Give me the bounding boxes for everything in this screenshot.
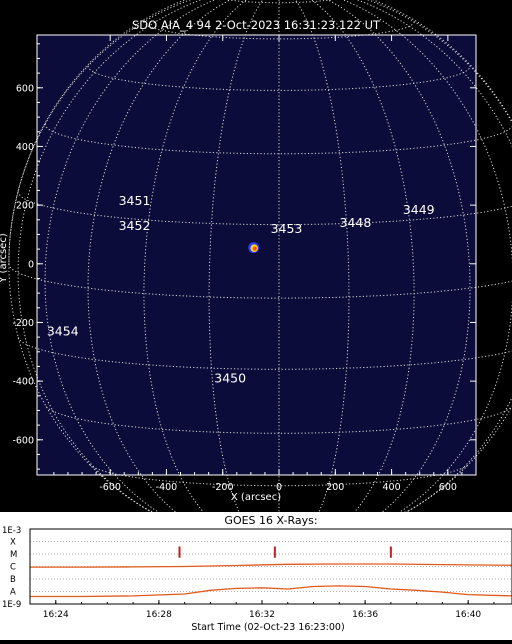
grid-latitude-line [143, 21, 415, 40]
solar-limb [8, 0, 512, 546]
grid-longitude-line [17, 0, 202, 520]
aia-title: SDO AIA_4 94 2-Oct-2023 16:31:23.122 UT [132, 18, 381, 32]
grid-longitude-line [312, 0, 471, 544]
grid-longitude-line [8, 0, 192, 264]
goes-x-tick-label: 16:36 [352, 610, 378, 620]
aia-x-tick-label: 600 [439, 482, 457, 493]
grid-longitude-line [143, 0, 256, 545]
flare-peak [252, 246, 257, 251]
aia-plot-frame [36, 34, 477, 476]
goes-plot-frame [29, 528, 512, 605]
goes-class-label: B [10, 575, 16, 585]
grid-latitude-line [45, 406, 512, 434]
aia-x-axis-label: X (arcsec) [231, 492, 281, 503]
grid-latitude-line [17, 337, 512, 370]
grid-longitude-line [356, 0, 512, 520]
goes-event-markers [178, 546, 392, 558]
goes-class-gridlines [30, 541, 512, 592]
goes-x-axis: 16:24 16:28 16:32 16:36 16:40 [29, 600, 495, 620]
goes-flux-line [30, 563, 512, 568]
active-region-label: 3454 [47, 324, 79, 339]
aia-y-tick-label: -200 [12, 318, 34, 329]
aia-x-tick-label: -200 [212, 482, 234, 493]
goes-xray-panel: GOES 16 X-Rays: 1E-3 1E-9 X M C B A 16:24 16:28… [0, 512, 512, 640]
grid-longitude-line [302, 0, 415, 545]
active-region-label: 3452 [119, 218, 151, 233]
goes-x-tick-label: 16:24 [43, 610, 69, 620]
aia-x-tick-label: 0 [276, 482, 282, 493]
aia-y-axis: -600 -400 -200 0 200 400 600 [12, 43, 476, 470]
goes-y-bottom-label: 1E-9 [2, 600, 21, 610]
aia-y-tick-label: -400 [12, 377, 34, 388]
aia-y-tick-label: 200 [16, 201, 34, 212]
aia-x-axis: -600 -400 -200 0 200 400 600 [53, 35, 477, 493]
goes-x-axis-label: Start Time (02-Oct-23 16:23:00) [191, 622, 344, 633]
aia-x-tick-label: -400 [156, 482, 178, 493]
active-region-label: 3453 [271, 221, 303, 236]
aia-y-tick-label: 400 [16, 142, 34, 153]
goes-class-label: A [10, 588, 16, 598]
grid-longitude-line [87, 0, 246, 544]
goes-flux-series [30, 563, 512, 598]
aia-x-tick-label: -600 [99, 482, 121, 493]
goes-x-tick-label: 16:28 [146, 610, 172, 620]
aia-x-tick-label: 400 [383, 482, 401, 493]
aia-plot-background [37, 35, 476, 475]
goes-flux-line [30, 585, 512, 598]
aia-plot: SDO AIA_4 94 2-Oct-2023 16:31:23.122 UT … [0, 0, 512, 546]
goes-title: GOES 16 X-Rays: [224, 514, 317, 527]
grid-longitude-line [366, 0, 512, 124]
grid-latitude-line [44, 123, 512, 155]
goes-y-top-label: 1E-3 [2, 526, 21, 536]
active-region-label: 3450 [214, 371, 246, 386]
grid-latitude-line [8, 263, 512, 299]
goes-class-label: M [10, 550, 17, 560]
active-region-labels: 3451 3452 3453 3448 3449 3454 3450 [47, 193, 435, 385]
goes-x-tick-label: 16:32 [249, 610, 275, 620]
goes-class-label: C [10, 563, 16, 573]
goes-x-tick-label: 16:40 [455, 610, 481, 620]
aia-image-panel: SDO AIA_4 94 2-Oct-2023 16:31:23.122 UT … [0, 0, 512, 546]
flare-kernel [248, 242, 260, 254]
active-region-label: 3448 [340, 215, 372, 230]
aia-x-tick-label: 200 [326, 482, 344, 493]
aia-y-axis-label: Y (arcsec) [0, 233, 9, 284]
goes-class-label: X [10, 538, 16, 548]
active-region-label: 3449 [403, 202, 435, 217]
aia-y-tick-label: -600 [12, 435, 34, 446]
grid-latitude-line [225, 0, 333, 4]
aia-y-tick-label: 600 [16, 83, 34, 94]
aia-y-tick-label: 0 [28, 259, 34, 270]
active-region-label: 3451 [119, 193, 151, 208]
